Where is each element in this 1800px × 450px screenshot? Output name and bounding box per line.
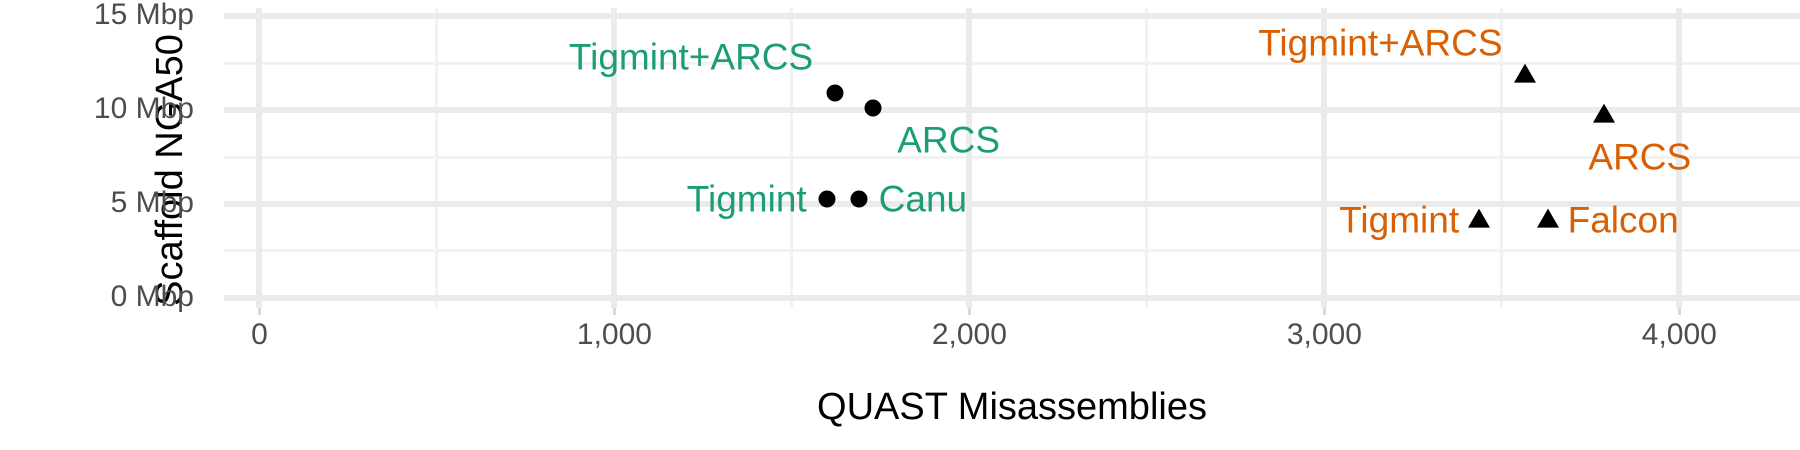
gridline-major-vertical xyxy=(966,8,973,308)
data-point-triangle xyxy=(1513,63,1536,83)
data-point-circle xyxy=(864,99,882,117)
data-point-triangle xyxy=(1593,103,1616,123)
y-axis-title-text: Scaffold NGA50 xyxy=(148,34,191,306)
gridline-major-horizontal xyxy=(224,107,1800,114)
data-point-label: Canu xyxy=(878,178,968,220)
y-axis-tick-label: 10 Mbp xyxy=(93,92,194,126)
gridline-major-horizontal xyxy=(224,13,1800,20)
gridline-minor-vertical xyxy=(1145,8,1149,308)
gridline-major-horizontal xyxy=(224,200,1800,207)
data-point-circle xyxy=(826,84,844,102)
x-axis-tick-mark xyxy=(967,308,971,315)
x-axis-tick-label: 1,000 xyxy=(576,318,652,351)
x-axis-tick-label: 4,000 xyxy=(1641,318,1717,351)
y-axis-tick-label: 5 Mbp xyxy=(110,185,194,219)
gridline-major-horizontal xyxy=(224,294,1800,301)
x-axis-tick-mark xyxy=(612,308,616,315)
data-point-circle xyxy=(818,190,836,208)
data-point-triangle xyxy=(1536,208,1559,228)
gridline-minor-horizontal xyxy=(224,249,1800,253)
y-axis-tick-label: 0 Mbp xyxy=(110,279,194,313)
gridline-major-vertical xyxy=(256,8,263,308)
gridline-minor-vertical xyxy=(1500,8,1504,308)
x-axis-title: QUAST Misassemblies xyxy=(817,386,1207,428)
data-point-label: ARCS xyxy=(897,119,1001,161)
data-point-label: Tigmint+ARCS xyxy=(568,36,814,78)
gridline-minor-vertical xyxy=(790,8,794,308)
data-point-label: Tigmint xyxy=(686,178,807,220)
gridline-major-vertical xyxy=(1676,8,1683,308)
data-point-label: ARCS xyxy=(1588,136,1692,178)
gridline-minor-horizontal xyxy=(224,155,1800,159)
data-point-label: Tigmint xyxy=(1339,199,1460,241)
x-axis-tick-label: 2,000 xyxy=(931,318,1007,351)
x-axis-tick-mark xyxy=(257,308,261,315)
plot-panel xyxy=(224,8,1800,308)
gridline-major-vertical xyxy=(1321,8,1328,308)
data-point-triangle xyxy=(1468,208,1491,228)
x-axis-tick-label: 0 xyxy=(251,318,268,351)
x-axis-tick-label: 3,000 xyxy=(1286,318,1362,351)
gridline-major-vertical xyxy=(611,8,618,308)
x-axis-tick-mark xyxy=(1322,308,1326,315)
y-axis-tick-label: 15 Mbp xyxy=(93,0,194,32)
data-point-circle xyxy=(850,190,868,208)
x-axis-tick-mark xyxy=(1677,308,1681,315)
gridline-minor-horizontal xyxy=(224,61,1800,65)
data-point-label: Falcon xyxy=(1567,199,1679,241)
data-point-label: Tigmint+ARCS xyxy=(1258,22,1503,64)
gridline-minor-vertical xyxy=(435,8,439,308)
